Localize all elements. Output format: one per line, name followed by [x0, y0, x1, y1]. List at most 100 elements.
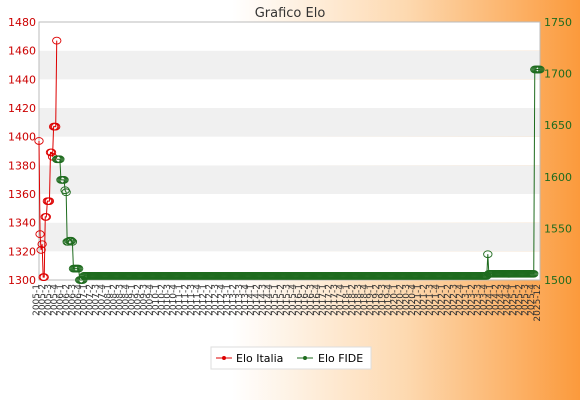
left-tick-label: 1400 — [8, 131, 36, 144]
x-tick-label: 2012-4 — [217, 284, 227, 316]
x-tick-label: 2005-2 — [38, 284, 48, 316]
grid-band — [39, 165, 540, 194]
left-tick-label: 1480 — [8, 16, 36, 29]
legend-entry-elo-italia: Elo Italia — [216, 352, 283, 365]
x-tick-label: 2012-2 — [205, 284, 215, 316]
x-tick-label: 2022-4 — [455, 284, 465, 316]
x-tick-label: 2014-2 — [253, 284, 263, 316]
right-tick-label: 1750 — [544, 16, 572, 29]
x-tick-label: 2009-2 — [133, 284, 143, 316]
left-tick-label: 1340 — [8, 217, 36, 230]
x-tick-label: 2009-4 — [145, 284, 155, 316]
data-point-elo-fide — [67, 237, 78, 246]
x-tick-label: 2014-1 — [247, 284, 257, 316]
x-tick-label: 2021-2 — [420, 284, 430, 316]
x-tick-label: 2007-1 — [80, 284, 90, 316]
right-axis-ticks: 1500 1550 1600 1650 1700 1750 — [544, 16, 572, 287]
x-tick-label: 2018-3 — [354, 284, 364, 316]
x-tick-label: 2020-4 — [408, 284, 418, 316]
x-tick-label: 2025-4 — [527, 284, 537, 316]
data-point-elo-italia — [44, 197, 55, 206]
chart-title: Grafico Elo — [255, 6, 326, 21]
x-tick-label: 2010-3 — [163, 284, 173, 316]
x-tick-label: 2005-3 — [44, 284, 54, 316]
x-tick-label: 2015-1 — [271, 284, 281, 316]
x-tick-label: 2019-2 — [372, 284, 382, 316]
grid-band — [39, 50, 540, 80]
x-tick-label: 2018-4 — [360, 284, 370, 316]
x-tick-label: 2013-4 — [241, 284, 251, 316]
legend: Elo Italia Elo FIDE — [210, 346, 372, 370]
x-tick-label: 2021-4 — [432, 284, 442, 316]
data-point-elo-fide — [74, 264, 84, 273]
x-tick-label: 2011-4 — [193, 284, 203, 316]
x-tick-label: 2005-1 — [32, 284, 42, 316]
x-tick-label: 2009-1 — [127, 284, 137, 316]
x-tick-label: 2022-2 — [444, 284, 454, 316]
x-tick-label: 2006-3 — [68, 284, 78, 316]
data-point-elo-italia — [52, 36, 62, 45]
left-axis-ticks: 1300 1320 1340 1360 1380 1400 1420 1440 1460 1480 — [8, 16, 36, 287]
legend-box — [210, 346, 372, 370]
right-tick-label: 1650 — [544, 119, 572, 132]
data-point-elo-fide — [61, 188, 71, 197]
right-tick-label: 1500 — [544, 274, 572, 287]
x-tick-label: 2012-1 — [199, 284, 209, 316]
x-tick-label: 2017-1 — [318, 284, 328, 316]
left-tick-label: 1420 — [8, 102, 36, 115]
x-tick-label: 2025-2 — [515, 284, 525, 316]
x-tick-label: 2024-2 — [491, 284, 501, 316]
x-tick-label: 2020-2 — [396, 284, 406, 316]
x-tick-label: 2007-4 — [98, 284, 108, 316]
x-tick-label: 2007-2 — [86, 284, 96, 316]
x-tick-label: 2021-3 — [426, 284, 436, 316]
left-tick-label: 1320 — [8, 245, 36, 258]
data-point-elo-fide — [55, 155, 65, 164]
data-point-elo-italia — [35, 230, 45, 238]
x-tick-label: 2014-3 — [259, 284, 269, 316]
legend-marker-elo-italia — [222, 356, 226, 360]
left-tick-label: 1440 — [8, 73, 36, 86]
legend-label-elo-italia: Elo Italia — [236, 352, 283, 365]
x-tick-label: 2025-12 — [533, 284, 543, 322]
grid-band — [39, 194, 540, 223]
x-tick-label: 2018-2 — [348, 284, 358, 316]
x-tick-label: 2025-1 — [509, 284, 519, 316]
right-tick-label: 1550 — [544, 222, 572, 235]
data-point-elo-fide — [59, 176, 69, 184]
data-point-elo-italia — [34, 137, 44, 145]
series-line-elo-italia — [38, 40, 58, 278]
x-tick-label: 2008-2 — [110, 284, 120, 316]
x-tick-label: 2009-3 — [139, 284, 149, 316]
legend-entry-elo-fide: Elo FIDE — [297, 352, 363, 365]
x-tick-label: 2017-4 — [336, 284, 346, 316]
data-point-elo-italia — [46, 148, 57, 157]
x-tick-label: 2013-2 — [229, 284, 239, 316]
x-tick-label: 2020-3 — [402, 284, 412, 316]
grid-band — [39, 79, 540, 108]
x-tick-label: 2010-4 — [169, 284, 179, 316]
grid-bands — [38, 21, 541, 281]
x-tick-label: 2015-3 — [283, 284, 293, 316]
data-point-elo-fide — [529, 269, 539, 278]
x-tick-label: 2007-3 — [92, 284, 102, 316]
data-point-elo-italia — [39, 273, 49, 281]
x-tick-label: 2008-4 — [121, 284, 131, 316]
x-tick-label: 2010-2 — [157, 284, 167, 316]
data-point-elo-fide — [535, 65, 545, 74]
x-tick-label: 2024-4 — [503, 284, 513, 316]
x-tick-label: 2006-1 — [56, 284, 66, 316]
x-tick-label: 2024-1 — [485, 284, 495, 316]
legend-label-elo-fide: Elo FIDE — [318, 352, 363, 365]
left-tick-label: 1360 — [8, 188, 36, 201]
x-tick-label: 2023-4 — [479, 284, 489, 316]
data-point-elo-fide — [483, 250, 493, 259]
x-tick-label: 2015-2 — [277, 284, 287, 316]
data-point-elo-italia — [51, 122, 61, 131]
grid-band — [39, 22, 540, 51]
right-tick-label: 1700 — [544, 68, 572, 81]
left-tick-label: 1460 — [8, 45, 36, 58]
x-tick-label: 2011-1 — [175, 284, 185, 316]
